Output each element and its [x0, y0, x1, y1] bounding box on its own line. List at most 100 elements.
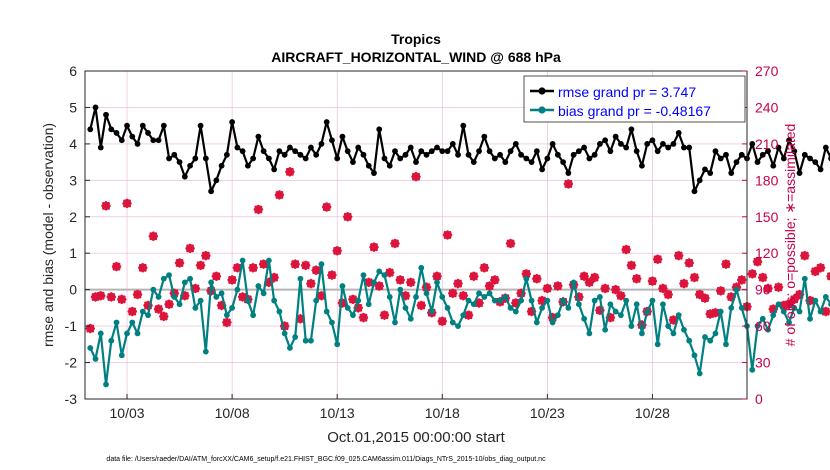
obs-assimilated-point — [159, 311, 169, 322]
obs-assimilated-point — [348, 294, 358, 305]
obs-assimilated-point — [768, 304, 779, 314]
obs-assimilated-point — [626, 260, 637, 271]
obs-assimilated-point — [652, 254, 663, 265]
y-tick-label: 6 — [69, 63, 77, 79]
obs-possible-point — [480, 263, 489, 273]
bias-point — [192, 304, 199, 311]
bias-point — [129, 319, 136, 326]
obs-assimilated-point — [537, 295, 547, 306]
obs-assimilated-point — [290, 259, 300, 269]
obs-possible-point — [154, 304, 163, 314]
obs-possible-point — [716, 286, 725, 296]
obs-assimilated-point — [416, 300, 427, 311]
rmse-point — [660, 140, 666, 147]
y-right-tick-label: 210 — [755, 136, 779, 152]
bias-point — [323, 308, 330, 315]
obs-possible-point — [553, 281, 563, 291]
bias-point — [681, 326, 687, 333]
rmse-point — [770, 162, 777, 169]
y-tick-label: 5 — [69, 99, 77, 115]
bias-point — [775, 301, 782, 308]
rmse-point — [670, 140, 677, 147]
obs-assimilated-point — [474, 298, 484, 308]
bias-point — [591, 297, 598, 304]
bias-point — [481, 294, 488, 300]
bias-point — [313, 297, 320, 304]
obs-possible-point — [616, 291, 626, 300]
rmse-point — [397, 155, 404, 162]
obs-assimilated-point — [321, 202, 332, 212]
rmse-point — [418, 148, 425, 155]
obs-assimilated-point — [264, 277, 274, 288]
bias-point — [654, 341, 661, 348]
obs-assimilated-point — [584, 277, 595, 288]
obs-assimilated-point — [437, 316, 448, 327]
bias-point — [817, 308, 824, 315]
rmse-point — [160, 122, 167, 129]
obs-assimilated-point — [689, 272, 700, 283]
obs-possible-point — [96, 291, 106, 300]
obs-assimilated-point — [600, 283, 610, 294]
bias-point — [628, 323, 635, 330]
obs-assimilated-point — [248, 263, 258, 273]
bias-point — [702, 334, 708, 340]
obs-assimilated-point — [374, 281, 385, 291]
obs-possible-point — [784, 299, 794, 309]
obs-assimilated-point — [631, 273, 642, 284]
obs-possible-point — [527, 307, 536, 316]
obs-possible-point — [332, 246, 342, 256]
bias-point — [528, 297, 535, 304]
rmse-point — [428, 148, 435, 155]
obs-assimilated-point — [526, 306, 537, 317]
obs-assimilated-point — [805, 295, 815, 306]
obs-assimilated-point — [227, 275, 237, 285]
obs-possible-point — [343, 212, 352, 222]
obs-assimilated-point — [574, 292, 584, 302]
obs-assimilated-point — [442, 230, 453, 240]
rmse-point — [265, 155, 272, 162]
y-tick-label: -1 — [65, 318, 78, 334]
obs-assimilated-point — [621, 244, 631, 255]
rmse-point — [654, 148, 661, 155]
bias-point — [428, 308, 435, 315]
rmse-point — [392, 148, 398, 155]
obs-possible-point — [275, 190, 284, 200]
obs-possible-point — [406, 278, 415, 287]
rmse-point — [329, 137, 335, 144]
rmse-line — [89, 106, 830, 193]
obs-assimilated-point — [821, 306, 830, 317]
y-right-axis-label: # of obs: o=possible; ∗=assimilated — [782, 124, 798, 347]
obs-possible-point — [658, 284, 668, 293]
obs-assimilated-point — [216, 300, 227, 311]
bias-point — [696, 370, 703, 377]
bias-point — [665, 323, 672, 330]
rmse-point — [218, 162, 225, 169]
rmse-point — [633, 148, 640, 155]
rmse-point — [817, 166, 824, 173]
obs-assimilated-point — [185, 243, 195, 254]
bias-point — [554, 312, 561, 319]
rmse-point — [124, 122, 130, 129]
obs-assimilated-point — [306, 278, 316, 289]
bias-point — [497, 297, 503, 304]
rmse-point — [339, 133, 346, 140]
obs-assimilated-point — [180, 290, 190, 301]
rmse-point — [318, 140, 325, 147]
bias-point — [255, 283, 262, 289]
bias-point — [386, 294, 393, 300]
bias-point — [376, 268, 383, 275]
bias-point — [434, 279, 440, 286]
y-tick-label: -2 — [65, 355, 78, 371]
rmse-point — [612, 133, 619, 140]
bias-point — [213, 294, 220, 300]
bias-point — [308, 337, 314, 344]
bias-point — [271, 297, 278, 304]
rmse-point — [271, 166, 278, 173]
bias-point — [187, 275, 193, 282]
rmse-point — [449, 140, 456, 147]
rmse-point — [749, 140, 756, 147]
rmse-point — [171, 151, 178, 158]
rmse-point — [423, 151, 430, 158]
obs-assimilated-point — [95, 290, 106, 301]
bias-point — [560, 297, 567, 304]
